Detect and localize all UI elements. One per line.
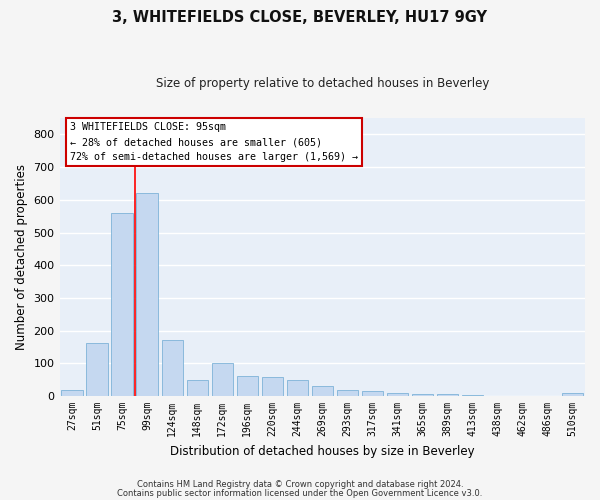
Bar xyxy=(212,364,233,396)
Bar xyxy=(337,390,358,396)
Text: Contains HM Land Registry data © Crown copyright and database right 2024.: Contains HM Land Registry data © Crown c… xyxy=(137,480,463,489)
Bar xyxy=(112,213,133,396)
Bar xyxy=(311,386,333,396)
Bar xyxy=(562,394,583,396)
Text: 3 WHITEFIELDS CLOSE: 95sqm
← 28% of detached houses are smaller (605)
72% of sem: 3 WHITEFIELDS CLOSE: 95sqm ← 28% of deta… xyxy=(70,122,358,162)
Bar xyxy=(387,394,408,396)
X-axis label: Distribution of detached houses by size in Beverley: Distribution of detached houses by size … xyxy=(170,444,475,458)
Bar xyxy=(161,340,183,396)
Bar xyxy=(462,395,483,396)
Bar xyxy=(412,394,433,396)
Bar xyxy=(437,394,458,396)
Bar xyxy=(61,390,83,396)
Bar xyxy=(86,342,108,396)
Bar xyxy=(236,376,258,396)
Bar xyxy=(262,377,283,396)
Bar xyxy=(287,380,308,396)
Y-axis label: Number of detached properties: Number of detached properties xyxy=(15,164,28,350)
Bar xyxy=(187,380,208,396)
Title: Size of property relative to detached houses in Beverley: Size of property relative to detached ho… xyxy=(155,78,489,90)
Text: Contains public sector information licensed under the Open Government Licence v3: Contains public sector information licen… xyxy=(118,489,482,498)
Text: 3, WHITEFIELDS CLOSE, BEVERLEY, HU17 9GY: 3, WHITEFIELDS CLOSE, BEVERLEY, HU17 9GY xyxy=(113,10,487,25)
Bar xyxy=(136,194,158,396)
Bar xyxy=(362,392,383,396)
